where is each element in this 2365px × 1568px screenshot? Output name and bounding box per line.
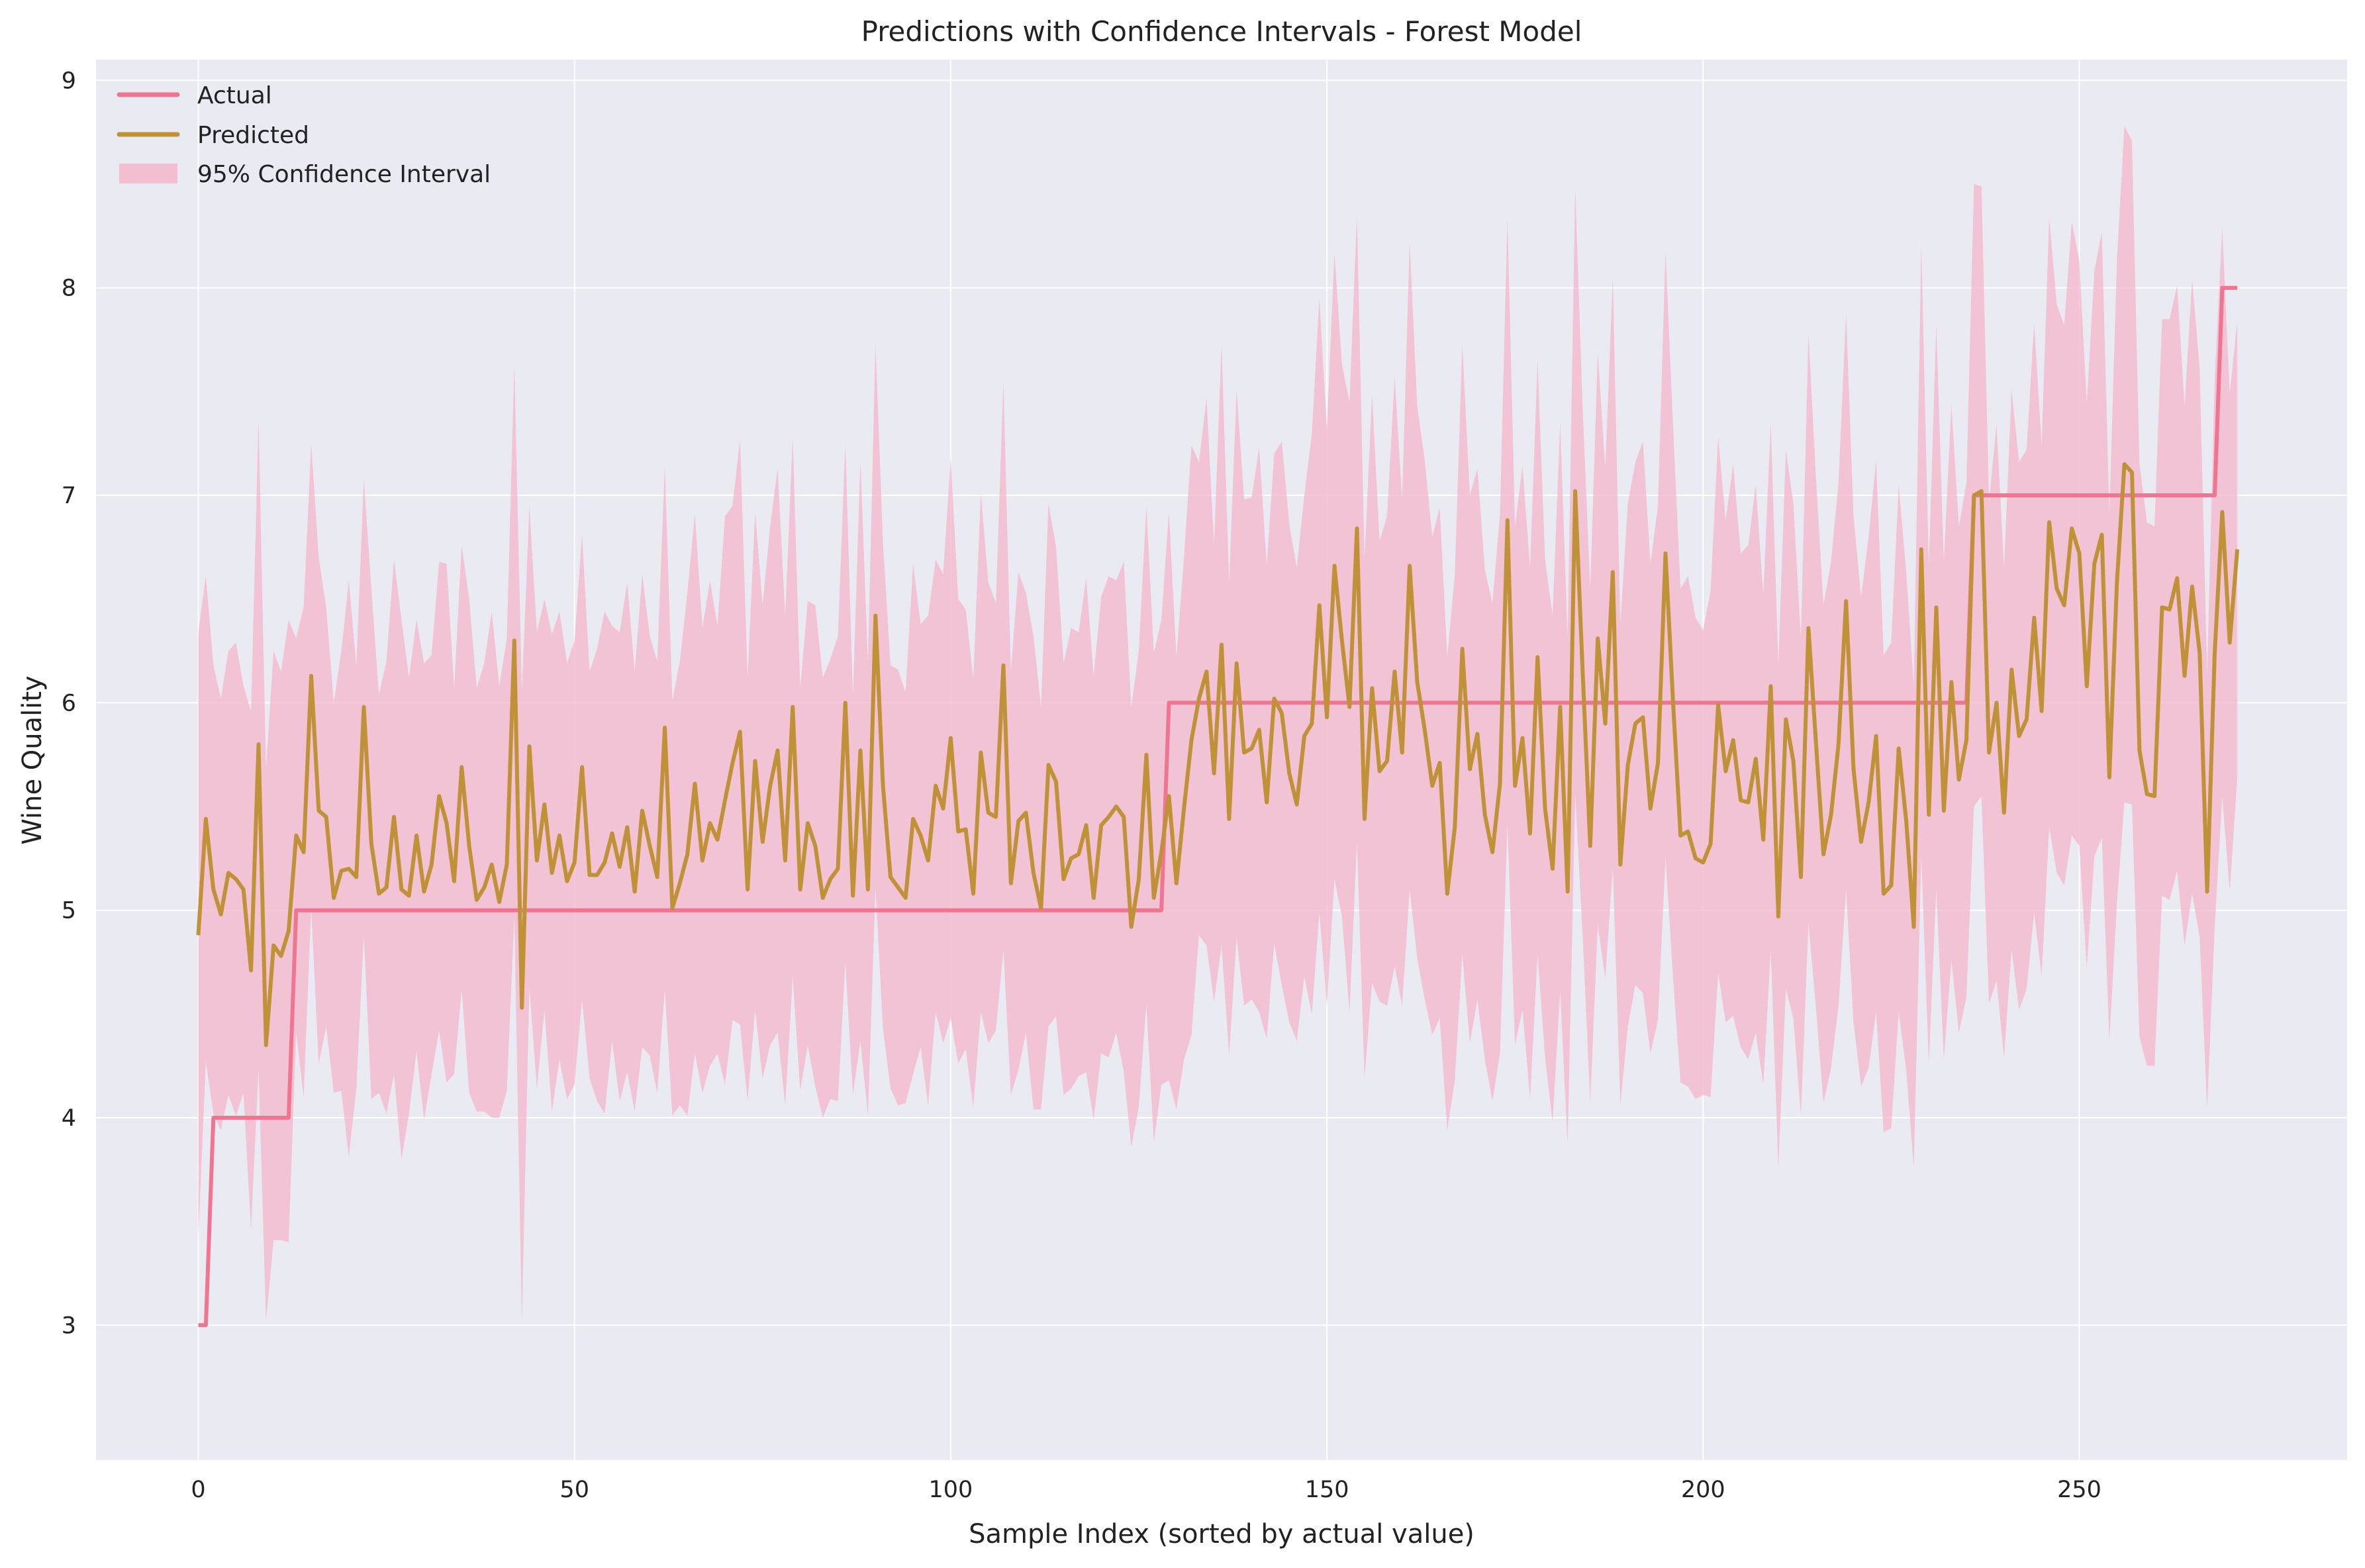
y-tick-label: 7 — [62, 483, 76, 509]
chart-title: Predictions with Confidence Intervals - … — [861, 15, 1582, 48]
x-axis-label: Sample Index (sorted by actual value) — [969, 1519, 1474, 1549]
y-axis-label: Wine Quality — [17, 675, 48, 844]
predicted-series-line — [196, 462, 2240, 1048]
y-tick-label: 6 — [62, 690, 76, 716]
x-tick-label: 0 — [191, 1477, 205, 1503]
x-tick-labels: 0 50 100 150 200 250 — [191, 1477, 2101, 1503]
legend: Actual Predicted 95% Confidence Interval — [117, 82, 491, 188]
legend-label-actual: Actual — [197, 82, 272, 109]
y-tick-label: 8 — [62, 275, 76, 302]
y-tick-label: 5 — [62, 898, 76, 924]
legend-label-predicted: Predicted — [197, 122, 309, 149]
x-tick-label: 250 — [2057, 1477, 2101, 1503]
y-tick-label: 3 — [62, 1312, 76, 1339]
y-tick-label: 9 — [62, 68, 76, 94]
predicted-line-layer — [196, 462, 2240, 1048]
legend-label-ci: 95% Confidence Interval — [197, 161, 491, 188]
x-tick-label: 200 — [1681, 1477, 1725, 1503]
x-tick-label: 100 — [928, 1477, 973, 1503]
x-tick-label: 150 — [1305, 1477, 1349, 1503]
y-tick-label: 4 — [62, 1105, 76, 1132]
legend-swatch-ci — [119, 164, 177, 183]
y-tick-labels: 3 4 5 6 7 8 9 — [62, 68, 76, 1339]
x-tick-label: 50 — [559, 1477, 589, 1503]
